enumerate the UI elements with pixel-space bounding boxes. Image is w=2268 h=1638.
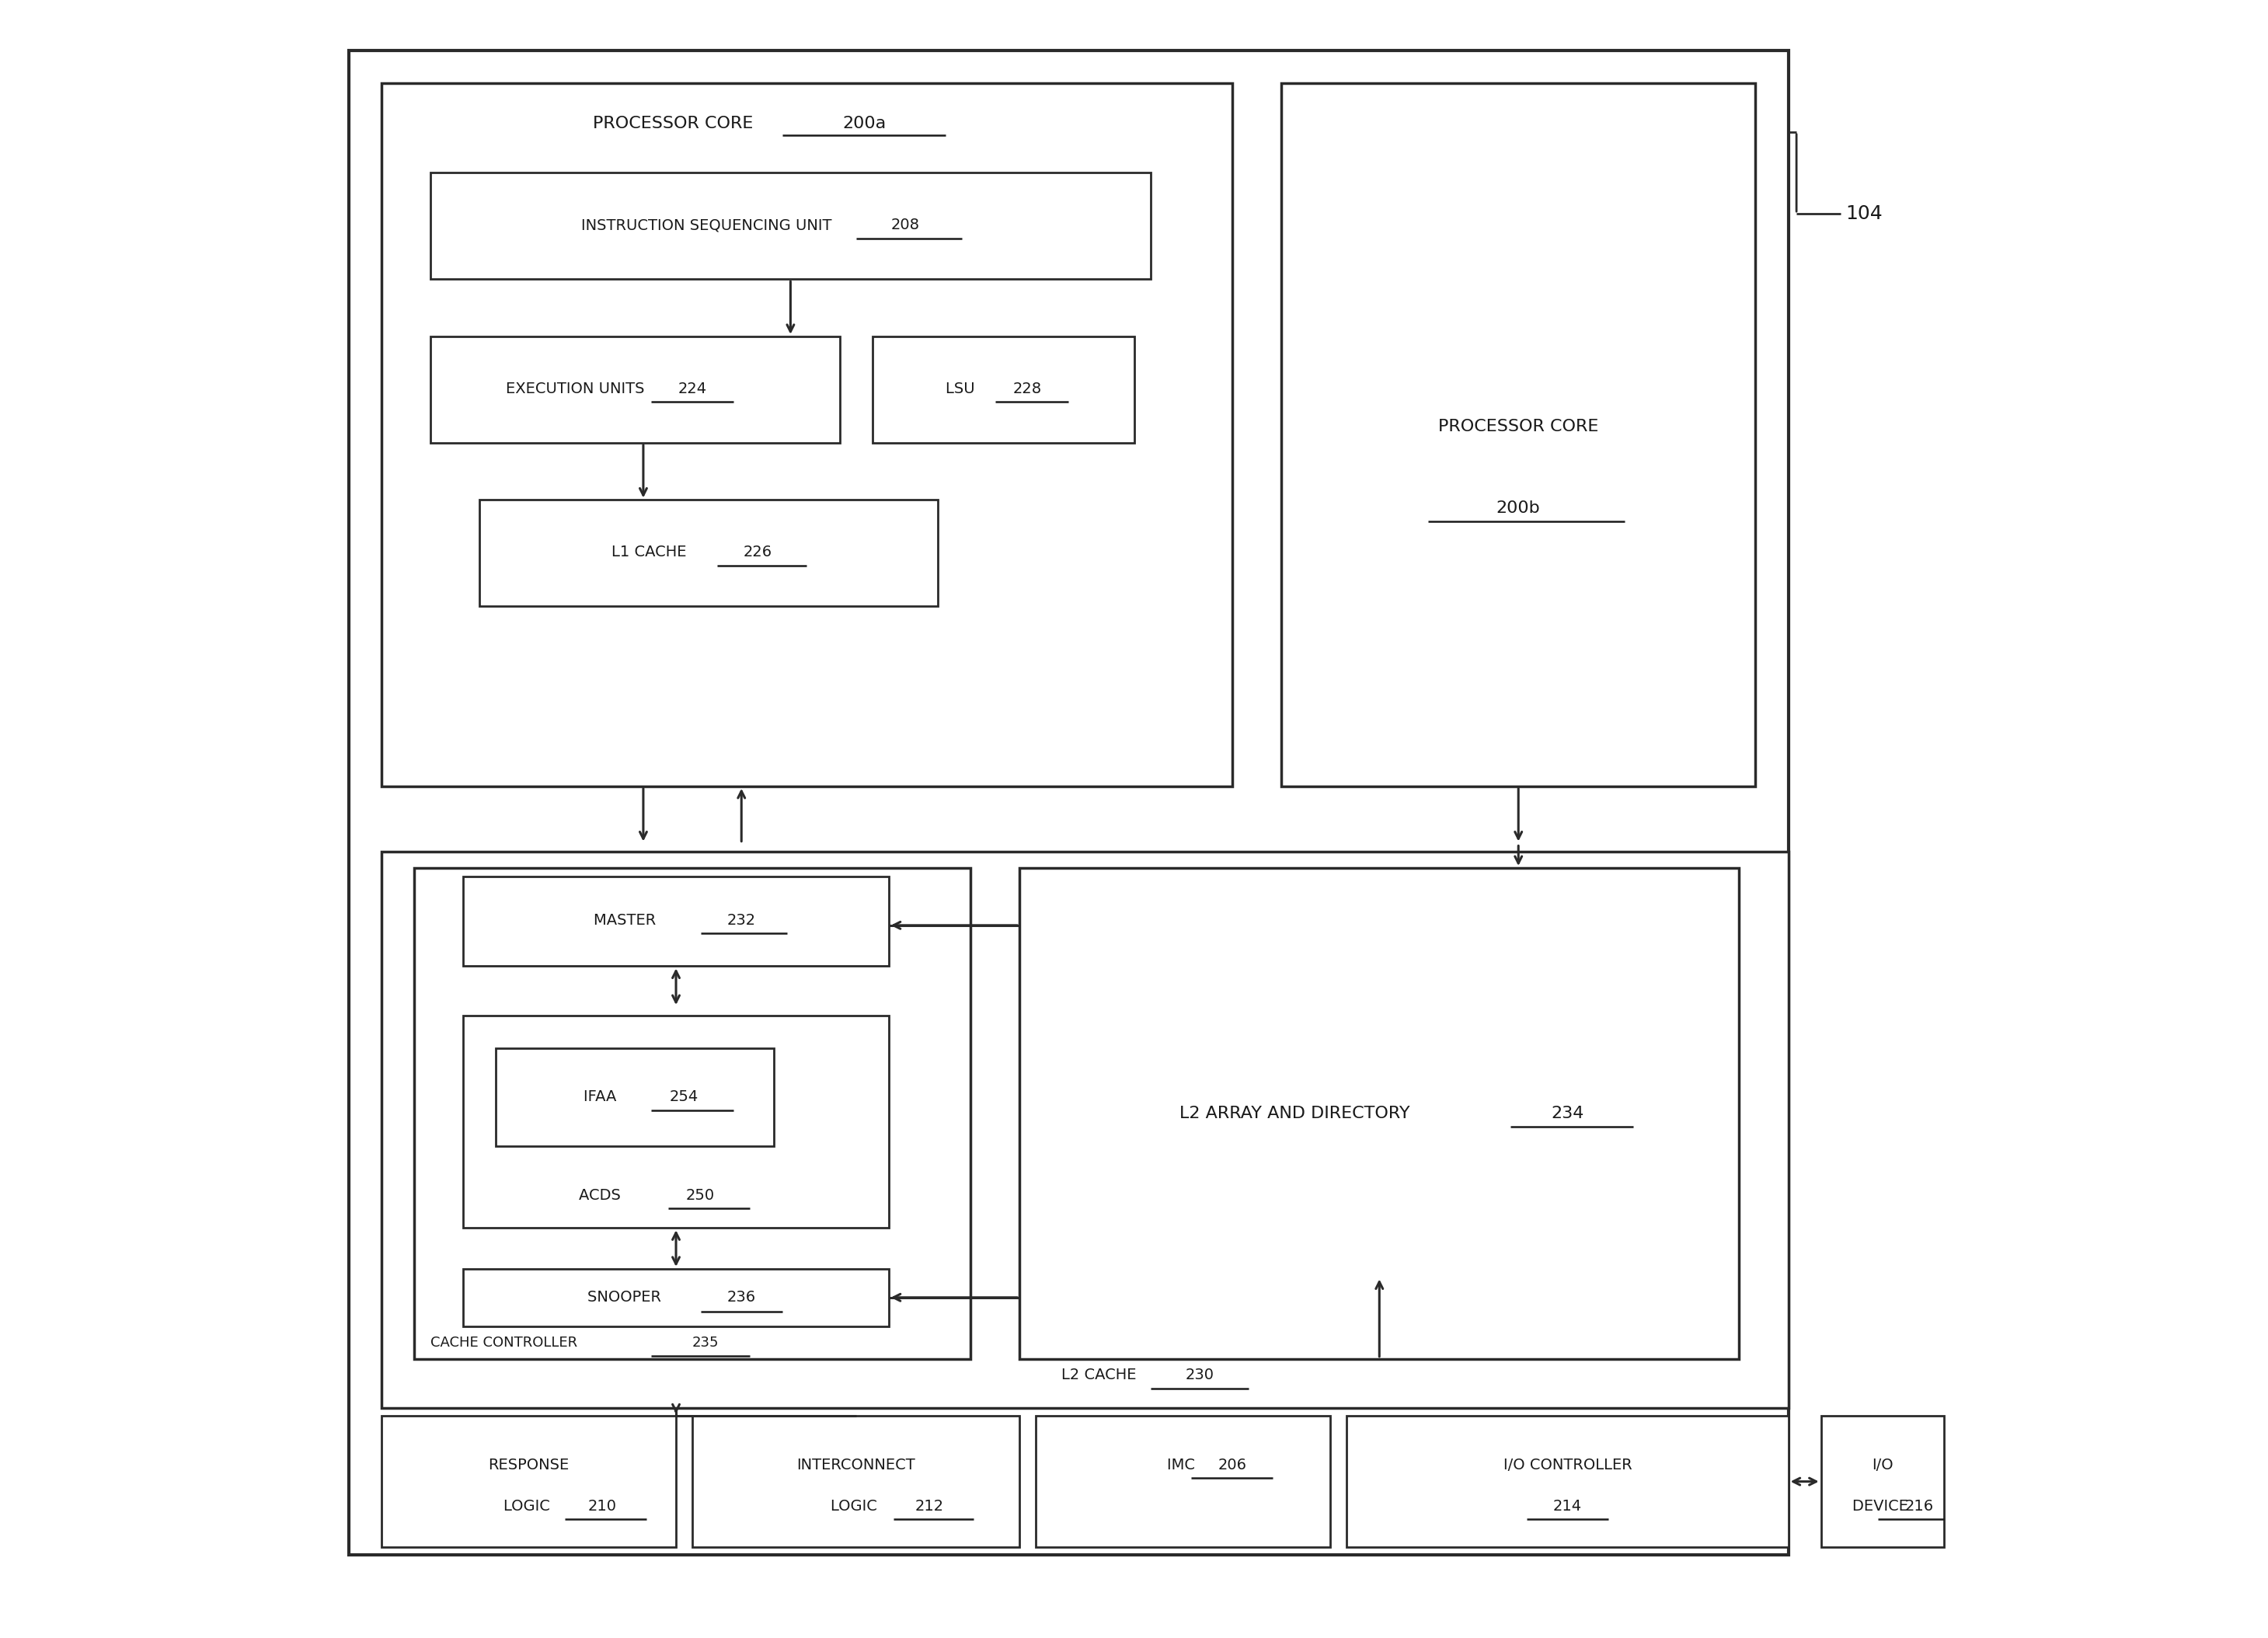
Text: ACDS: ACDS <box>578 1188 626 1202</box>
Bar <box>381 84 1232 786</box>
Text: SNOOPER: SNOOPER <box>587 1291 667 1305</box>
Bar <box>381 1417 676 1546</box>
Text: RESPONSE: RESPONSE <box>488 1458 569 1473</box>
Text: 200b: 200b <box>1497 501 1540 516</box>
Bar <box>1821 1417 1944 1546</box>
Text: I/O CONTROLLER: I/O CONTROLLER <box>1504 1458 1633 1473</box>
Text: 234: 234 <box>1551 1106 1583 1122</box>
Text: INTERCONNECT: INTERCONNECT <box>796 1458 916 1473</box>
Text: 230: 230 <box>1186 1368 1213 1382</box>
Text: MASTER: MASTER <box>594 912 660 927</box>
Text: 206: 206 <box>1218 1458 1247 1473</box>
Text: 200a: 200a <box>841 116 887 131</box>
Bar <box>463 876 889 966</box>
Text: CACHE CONTROLLER: CACHE CONTROLLER <box>431 1335 583 1350</box>
Text: EXECUTION UNITS: EXECUTION UNITS <box>506 382 649 396</box>
Text: IMC: IMC <box>1166 1458 1200 1473</box>
Text: LOGIC: LOGIC <box>503 1499 553 1514</box>
Bar <box>497 1048 773 1147</box>
Text: PROCESSOR CORE: PROCESSOR CORE <box>1438 419 1599 434</box>
Bar <box>1347 1417 1787 1546</box>
Bar <box>463 1016 889 1228</box>
Bar <box>1036 1417 1331 1546</box>
Text: 224: 224 <box>678 382 708 396</box>
Text: 216: 216 <box>1905 1499 1935 1514</box>
Text: 210: 210 <box>587 1499 617 1514</box>
Text: I/O: I/O <box>1871 1458 1894 1473</box>
Bar <box>431 174 1150 278</box>
Bar <box>463 1269 889 1327</box>
Text: LSU: LSU <box>946 382 980 396</box>
Text: 212: 212 <box>914 1499 943 1514</box>
Bar <box>1021 868 1740 1360</box>
Text: 214: 214 <box>1554 1499 1581 1514</box>
Bar <box>381 852 1787 1409</box>
Text: 236: 236 <box>728 1291 755 1305</box>
Bar <box>481 500 937 606</box>
Text: 228: 228 <box>1014 382 1041 396</box>
Bar <box>415 868 971 1360</box>
Bar <box>431 336 839 442</box>
Text: L2 CACHE: L2 CACHE <box>1061 1368 1141 1382</box>
Text: 232: 232 <box>728 912 755 927</box>
Bar <box>692 1417 1021 1546</box>
Bar <box>349 51 1787 1554</box>
Text: 250: 250 <box>687 1188 714 1202</box>
Text: L2 ARRAY AND DIRECTORY: L2 ARRAY AND DIRECTORY <box>1179 1106 1415 1122</box>
Text: LOGIC: LOGIC <box>830 1499 882 1514</box>
Text: 104: 104 <box>1846 205 1882 223</box>
Text: L1 CACHE: L1 CACHE <box>612 545 692 560</box>
Text: 235: 235 <box>692 1335 719 1350</box>
Bar <box>873 336 1134 442</box>
Text: 254: 254 <box>669 1089 699 1104</box>
Text: DEVICE: DEVICE <box>1853 1499 1912 1514</box>
Text: INSTRUCTION SEQUENCING UNIT: INSTRUCTION SEQUENCING UNIT <box>581 218 837 233</box>
Text: 226: 226 <box>744 545 771 560</box>
Text: PROCESSOR CORE: PROCESSOR CORE <box>592 116 760 131</box>
Text: 208: 208 <box>891 218 919 233</box>
Text: IFAA: IFAA <box>583 1089 621 1104</box>
Bar <box>1281 84 1755 786</box>
